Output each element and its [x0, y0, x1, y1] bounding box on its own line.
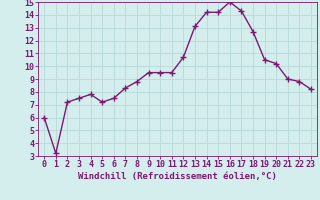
X-axis label: Windchill (Refroidissement éolien,°C): Windchill (Refroidissement éolien,°C)	[78, 172, 277, 181]
